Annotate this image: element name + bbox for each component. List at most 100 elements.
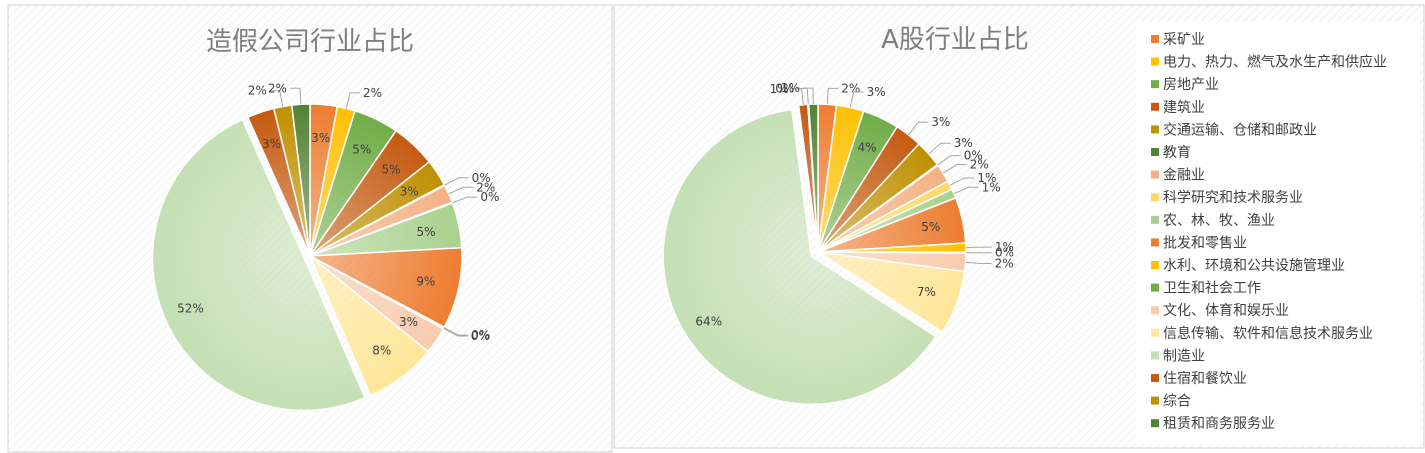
pie-right-label-11: 0% — [995, 246, 1014, 260]
pie-left-label-7: 0% — [480, 190, 499, 204]
pie-right-label-6: 2% — [970, 158, 989, 172]
pie-left-slice-17 — [290, 103, 311, 257]
pie-left-slice-9 — [307, 246, 463, 329]
legend-swatch-2 — [1151, 80, 1159, 89]
pie-right-leader-17 — [802, 87, 814, 105]
pie-right-leader-5 — [937, 155, 961, 166]
pie-right-label-17: 1% — [781, 81, 800, 95]
pie-left-label-17: 2% — [268, 81, 287, 95]
pie-left-leader-17 — [289, 87, 302, 105]
legend-item-12: 文化、体育和娱乐业 — [1163, 303, 1289, 319]
legend-swatch-11 — [1151, 283, 1159, 292]
legend-item-2: 房地产业 — [1163, 77, 1219, 93]
pie-right-leader-8 — [953, 186, 979, 195]
pie-right-label-0: 2% — [841, 81, 860, 95]
pie-left-leader-1 — [345, 92, 361, 109]
pie-right-label-3: 3% — [931, 115, 950, 129]
pie-left-label-8: 5% — [417, 225, 436, 239]
pie-left-labels: 3%2%5%5%3%0%2%0%5%9%0%0%3%8%52%3%2% 2% — [177, 81, 499, 357]
pie-left-label-14: 52% — [177, 302, 204, 316]
legend-swatch-15 — [1151, 374, 1159, 382]
pie-right-label-7: 1% — [977, 171, 996, 185]
pie-left-label-5: 0% — [472, 171, 491, 185]
pie-left-leader-11 — [443, 327, 468, 337]
pie-right-label-2: 4% — [857, 140, 876, 154]
pie-right-label-14: 64% — [695, 314, 722, 328]
pie-right-label-16: 0% — [775, 81, 794, 95]
legend-swatch-12 — [1151, 306, 1159, 315]
pie-left-label-2: 5% — [352, 142, 371, 156]
legend-item-11: 卫生和社会工作 — [1163, 281, 1261, 297]
legend-swatch-1 — [1151, 57, 1159, 66]
pie-right-leader-1 — [849, 91, 864, 108]
legend-item-13: 信息传输、软件和信息技术服务业 — [1163, 325, 1373, 342]
pie-right-label-12: 2% — [995, 256, 1014, 270]
pie-right-leader-3 — [908, 121, 929, 136]
legend-swatch-6 — [1151, 170, 1159, 179]
legend-item-16: 综合 — [1163, 394, 1191, 410]
pie-right-label-4: 3% — [954, 136, 973, 150]
legend-item-9: 批发和零售业 — [1163, 235, 1247, 251]
legend-item-4: 交通运输、仓储和邮政业 — [1163, 121, 1317, 138]
pie-left-label-3: 5% — [381, 162, 400, 176]
pie-right-leader-6 — [942, 164, 967, 174]
pie-left-leader-16 — [269, 90, 284, 107]
pie-left-leader-7 — [452, 196, 478, 204]
legend-swatch-5 — [1151, 148, 1159, 156]
pie-left-label-4: 3% — [400, 184, 419, 198]
pie-right-slice-13 — [817, 251, 966, 334]
pie-left-label-16: 2% — [248, 84, 267, 98]
legend-item-10: 水利、环境和公共设施管理业 — [1163, 258, 1345, 274]
legend-item-7: 科学研究和技术服务业 — [1163, 190, 1303, 206]
legend-swatch-14 — [1151, 351, 1159, 360]
legend-item-5: 教育 — [1163, 145, 1191, 161]
pie-left-label-10: 0% — [471, 328, 490, 342]
legend-item-8: 农、林、牧、渔业 — [1163, 213, 1275, 229]
pie-left-label-0: 3% — [311, 131, 330, 145]
pie-right-label-1: 3% — [867, 85, 886, 99]
legend-swatch-4 — [1151, 125, 1159, 134]
legend-swatch-7 — [1151, 193, 1159, 202]
pie-right-labels: 2% 3%4%3%3%0%2%1%1%5%1%0%2%7%64%1%0%1% — [695, 81, 1014, 328]
pie-right-label-5: 0% — [964, 149, 983, 163]
pie-right-label-13: 7% — [917, 285, 936, 299]
pie-right-label-9: 5% — [921, 220, 940, 234]
pie-left-label-12: 3% — [399, 315, 418, 329]
legend-swatch-16 — [1151, 396, 1159, 405]
legend-swatch-13 — [1151, 328, 1159, 337]
pie-right-leader-0 — [826, 87, 839, 105]
pie-right-label-15: 1% — [770, 82, 789, 96]
legend-swatch-8 — [1151, 215, 1159, 224]
legend-item-15: 住宿和餐饮业 — [1163, 370, 1247, 387]
pie-right-leader-12 — [965, 261, 992, 264]
legend-item-0: 采矿业 — [1163, 32, 1205, 48]
legend: 采矿业电力、热力、燃气及水生产和供应业房地产业建筑业交通运输、仓储和邮政业教育金… — [1151, 32, 1387, 432]
pie-left-label-13: 8% — [372, 343, 391, 357]
pie-left-leader-5 — [444, 177, 469, 186]
pie-right-leader-7 — [949, 177, 975, 186]
pie-left-slice-14 — [151, 118, 366, 412]
pie-left-slice-13 — [309, 255, 430, 397]
pie-right-label-8: 1% — [982, 180, 1001, 194]
pie-right-leader-4 — [928, 142, 951, 155]
pie-left-slices — [151, 103, 463, 412]
legend-item-3: 建筑业 — [1163, 100, 1205, 116]
legend-item-14: 制造业 — [1163, 348, 1205, 364]
legend-box — [1136, 22, 1420, 444]
pie-right-slice-14 — [662, 108, 937, 406]
pie-left-leader-6 — [448, 186, 474, 195]
chart-right-title: A股行业占比 — [881, 25, 1029, 55]
legend-item-1: 电力、热力、燃气及水生产和供应业 — [1163, 54, 1387, 71]
pie-right-label-10: 1% — [995, 240, 1014, 254]
legend-swatch-3 — [1151, 102, 1159, 111]
pie-left-label-9: 9% — [416, 274, 435, 288]
legend-item-17: 租赁和商务服务业 — [1163, 416, 1275, 432]
a-shares-pie-chart: A股行业占比 2% 3%4%3%3%0%2%1%1%5%1%0%2%7%64%1%… — [613, 4, 1425, 449]
chart-left-title: 造假公司行业占比 — [206, 27, 414, 57]
pie-left-leader-10 — [443, 327, 469, 336]
fraud-companies-pie-chart: 造假公司行业占比 3%2%5%5%3%0%2%0%5%9%0%0%3%8%52%… — [7, 4, 613, 453]
pie-left-label-11: 0% — [471, 329, 490, 343]
legend-swatch-9 — [1151, 238, 1159, 247]
legend-item-6: 金融业 — [1163, 168, 1205, 184]
